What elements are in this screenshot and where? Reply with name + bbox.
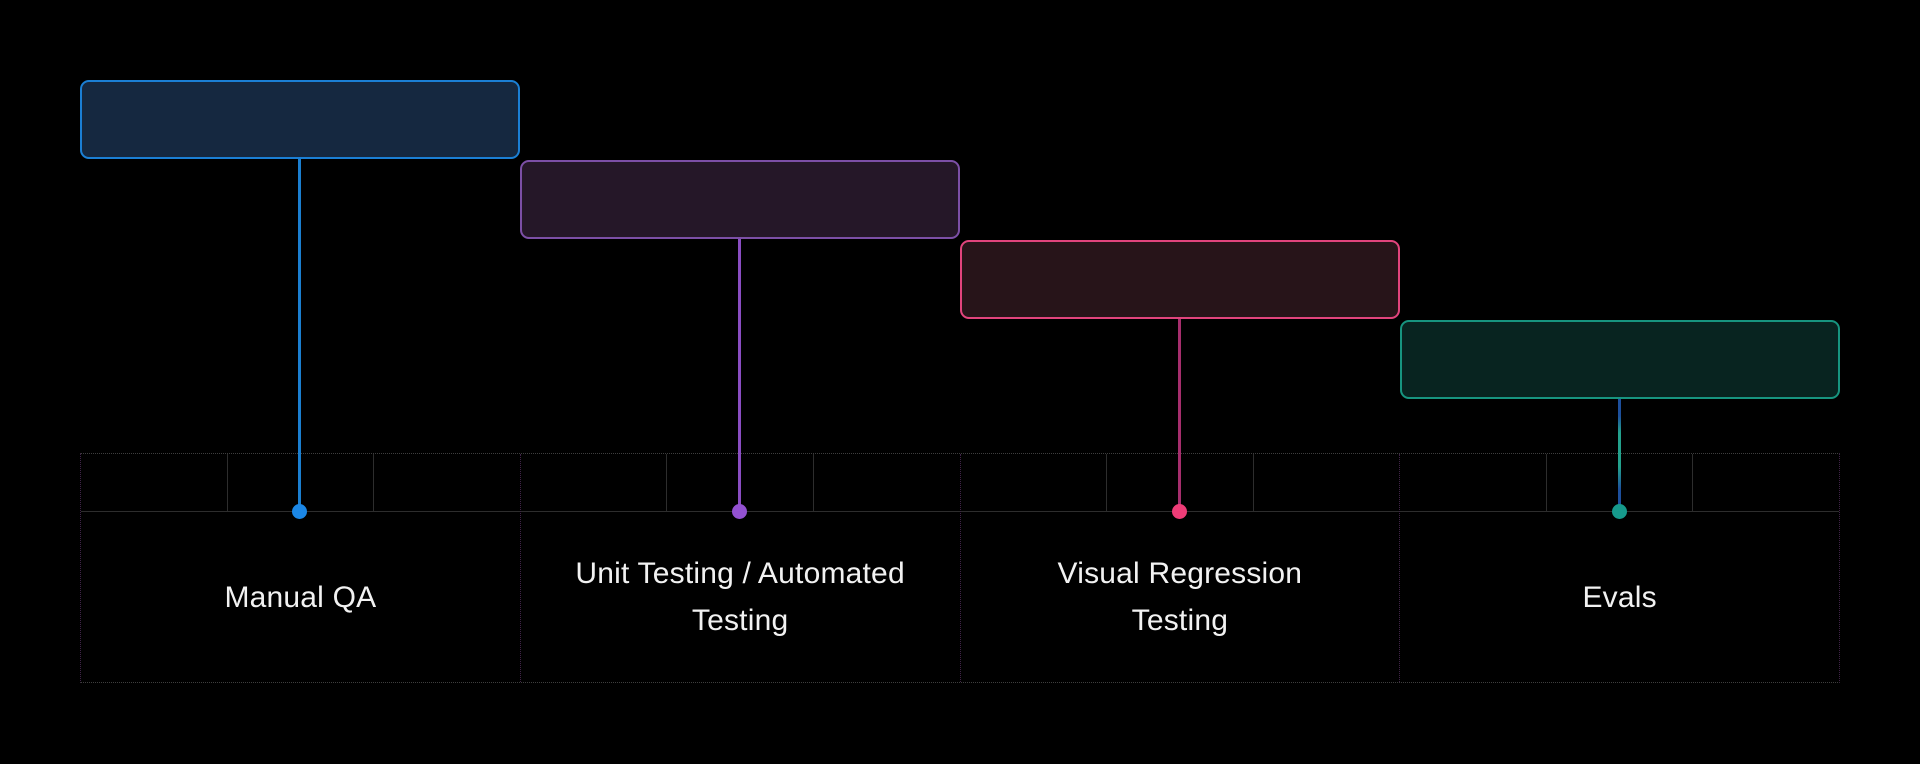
timeline-tick-cell	[81, 454, 228, 511]
stage-box-unit-automated-testing	[520, 160, 960, 239]
connector-line-manual-qa	[298, 159, 301, 512]
stage-label-unit-automated-testing: Unit Testing / Automated Testing	[575, 557, 905, 637]
connector-line-visual-regression-testing	[1178, 319, 1181, 512]
timeline-tick-cell	[1254, 454, 1400, 511]
timeline-label-cell: Visual Regression Testing	[961, 512, 1400, 682]
timeline-column-unit-automated-testing: Unit Testing / Automated Testing	[520, 454, 961, 682]
timeline-tick-cell	[374, 454, 520, 511]
timeline-tick-cell	[961, 454, 1108, 511]
stage-box-evals	[1400, 320, 1840, 399]
timeline-dot-evals	[1612, 504, 1627, 519]
stage-label-evals: Evals	[1582, 580, 1657, 614]
timeline-label-cell: Unit Testing / Automated Testing	[521, 512, 960, 682]
timeline-tick-cell	[1693, 454, 1839, 511]
timeline-label-cell: Manual QA	[81, 512, 520, 682]
stage-box-visual-regression-testing	[960, 240, 1400, 319]
timeline-grid: Manual QA Unit Testing / Automated Testi…	[80, 453, 1840, 683]
timeline-column-visual-regression-testing: Visual Regression Testing	[960, 454, 1401, 682]
timeline-tick-cell	[667, 454, 814, 511]
stage-box-manual-qa	[80, 80, 520, 159]
timeline-tick-cell	[1547, 454, 1694, 511]
timeline-tick-cell	[521, 454, 668, 511]
timeline-dot-unit-automated-testing	[732, 504, 747, 519]
timeline-tick-cell	[228, 454, 375, 511]
timeline-tick-cell	[814, 454, 960, 511]
timeline-label-cell: Evals	[1400, 512, 1839, 682]
timeline-dot-manual-qa	[292, 504, 307, 519]
connector-line-evals	[1618, 399, 1621, 512]
timeline-tick-cell	[1400, 454, 1547, 511]
stage-label-manual-qa: Manual QA	[224, 580, 377, 614]
timeline-tick-cell	[1107, 454, 1254, 511]
timeline-dot-visual-regression-testing	[1172, 504, 1187, 519]
stage-label-visual-regression-testing: Visual Regression Testing	[1057, 557, 1303, 637]
connector-line-unit-automated-testing	[738, 239, 741, 512]
